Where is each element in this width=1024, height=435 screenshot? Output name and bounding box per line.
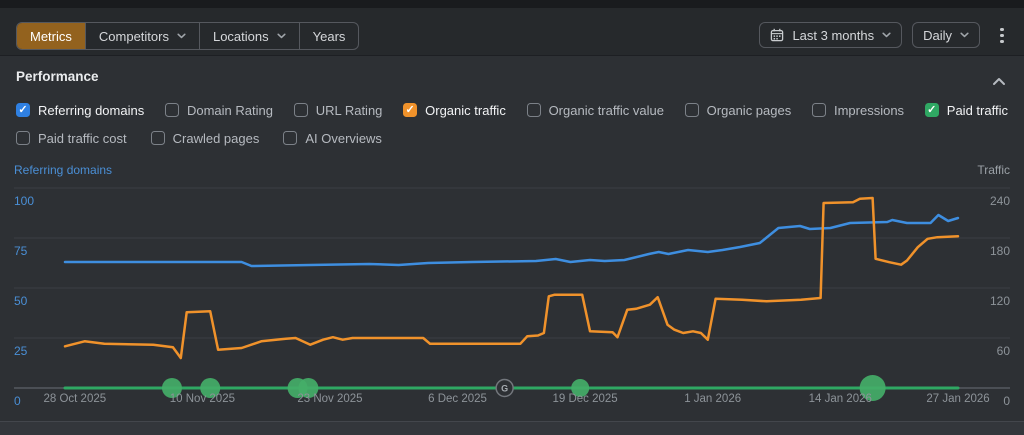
x-axis-date-label: 10 Nov 2025	[169, 393, 235, 405]
collapse-section-button[interactable]	[992, 73, 1010, 87]
metric-checkbox-crawled-pages[interactable]: Crawled pages	[150, 130, 260, 146]
metric-label: Organic pages	[706, 102, 792, 118]
metric-checkbox-paid-traffic-cost[interactable]: Paid traffic cost	[16, 131, 127, 146]
checkbox-checked-icon[interactable]: ✓	[403, 103, 418, 117]
calendar-icon	[771, 28, 784, 42]
metric-label: Paid traffic	[946, 102, 1008, 118]
tab-competitors-label: Competitors	[98, 28, 169, 44]
checkbox-checked-icon[interactable]: ✓	[924, 103, 939, 117]
metrics-checkbox-row-2: Paid traffic cost Crawled pages AI Overvie…	[16, 128, 1008, 148]
metric-checkbox-referring-domains[interactable]: ✓ Referring domains	[16, 103, 144, 118]
tab-competitors[interactable]: Competitors	[86, 23, 200, 49]
metric-checkbox-url-rating[interactable]: URL Rating	[293, 102, 383, 118]
section-title: Performance	[16, 69, 99, 84]
date-range-button[interactable]: Last 3 months	[759, 22, 903, 48]
google-update-marker-label: G	[501, 384, 508, 394]
toolbar: Metrics Competitors Locations Years	[0, 8, 1024, 56]
x-axis-date-label: 27 Jan 2026	[926, 393, 990, 405]
chevron-down-icon	[960, 32, 969, 38]
x-axis-date-label: 14 Jan 2026	[808, 393, 872, 405]
google-update-marker[interactable]	[495, 378, 514, 398]
right-axis-tick-label: 180	[989, 244, 1010, 258]
x-axis-date-label: 19 Dec 2025	[552, 393, 618, 405]
metric-checkbox-domain-rating[interactable]: Domain Rating	[164, 102, 273, 118]
metrics-checkbox-row-1: ✓ Referring domains Domain Rating URL Ratin…	[16, 100, 1008, 120]
right-axis-tick-label: 240	[989, 194, 1010, 208]
chevron-up-icon	[993, 78, 1005, 85]
panel-bottom-divider	[0, 421, 1024, 435]
x-axis-date-label: 23 Nov 2025	[297, 393, 363, 405]
left-axis-tick-label: 75	[14, 244, 28, 258]
metric-checkbox-organic-pages[interactable]: Organic pages	[684, 102, 792, 118]
left-axis-tick-label: 25	[14, 344, 28, 358]
metric-label: URL Rating	[315, 102, 383, 118]
left-axis-tick-label: 100	[14, 194, 35, 208]
tab-metrics-label: Metrics	[30, 28, 72, 44]
checkbox-unchecked-icon[interactable]	[150, 131, 165, 145]
x-axis-date-label: 1 Jan 2026	[684, 393, 742, 405]
metric-checkbox-impressions[interactable]: Impressions	[811, 102, 905, 118]
chevron-down-icon	[177, 33, 186, 39]
metric-label: Domain Rating	[186, 102, 273, 118]
granularity-button[interactable]: Daily	[912, 22, 980, 48]
right-axis-tick-label: 120	[989, 294, 1010, 308]
metric-label: Paid traffic cost	[38, 130, 127, 146]
metric-checkbox-organic-traffic[interactable]: ✓ Organic traffic	[403, 103, 506, 118]
toolbar-right-cluster: Last 3 months Daily	[759, 22, 980, 48]
series-line-referring-domains	[63, 213, 960, 268]
x-axis-date-label: 6 Dec 2025	[428, 393, 487, 405]
top-strip	[0, 0, 1024, 8]
chevron-down-icon	[277, 33, 286, 39]
metric-checkbox-ai-overviews[interactable]: AI Overviews	[283, 131, 382, 146]
checkbox-checked-icon[interactable]: ✓	[16, 103, 30, 117]
tab-years-label: Years	[312, 28, 346, 44]
tab-locations-label: Locations	[212, 28, 269, 44]
checkbox-unchecked-icon[interactable]	[283, 131, 298, 145]
left-axis-tick-label: 0	[14, 394, 21, 408]
chevron-down-icon	[882, 32, 891, 38]
checkbox-unchecked-icon[interactable]	[684, 103, 699, 117]
right-axis-tick-label: 60	[996, 344, 1010, 358]
view-segmented-control: Metrics Competitors Locations Years	[16, 22, 360, 50]
granularity-label: Daily	[923, 27, 952, 43]
x-axis-date-label: 28 Oct 2025	[43, 393, 107, 405]
metric-label: Crawled pages	[172, 130, 260, 146]
metric-label: Impressions	[833, 102, 905, 118]
checkbox-unchecked-icon[interactable]	[526, 103, 541, 117]
checkbox-unchecked-icon[interactable]	[164, 103, 179, 117]
metric-checkbox-organic-traffic-value[interactable]: Organic traffic value	[526, 102, 664, 118]
metric-label: Organic traffic	[425, 102, 506, 118]
metric-label: AI Overviews	[305, 130, 382, 146]
tab-years[interactable]: Years	[300, 23, 359, 49]
series-line-organic-traffic	[63, 196, 960, 360]
metric-label: Organic traffic value	[548, 102, 664, 118]
right-axis-title: Traffic	[977, 163, 1010, 177]
right-axis-tick-label: 0	[1003, 394, 1010, 408]
kebab-menu-icon[interactable]	[994, 25, 1010, 46]
metric-label: Referring domains	[38, 102, 145, 118]
left-axis-tick-label: 50	[14, 294, 28, 308]
tab-metrics[interactable]: Metrics	[17, 23, 86, 49]
checkbox-unchecked-icon[interactable]	[293, 103, 308, 117]
tab-locations[interactable]: Locations	[200, 23, 300, 49]
metric-checkbox-paid-traffic[interactable]: ✓ Paid traffic	[924, 102, 1008, 118]
checkbox-unchecked-icon[interactable]	[811, 103, 826, 117]
date-range-label: Last 3 months	[792, 27, 875, 43]
checkbox-unchecked-icon[interactable]	[16, 131, 30, 145]
left-axis-title: Referring domains	[14, 163, 113, 177]
